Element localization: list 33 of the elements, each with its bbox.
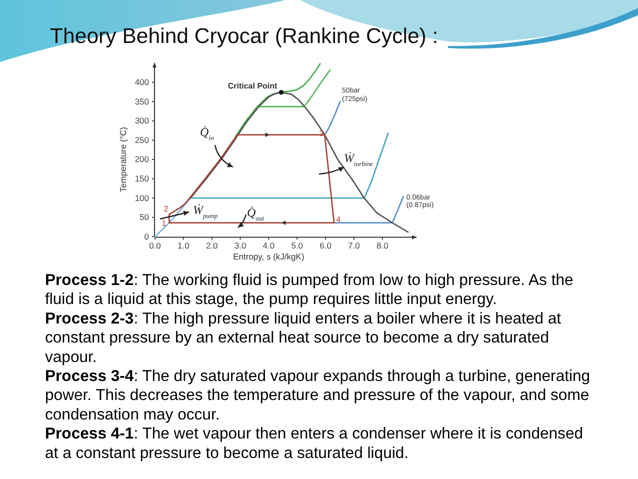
x-tick-label: 4.0	[262, 240, 275, 251]
y-tick-label: 0	[144, 231, 150, 242]
text: Process 3-4: The dry saturated vapour expands through a turbine, generating power. This decreases the temperature and pressure of the vapour, and some condensation may occur.	[45, 368, 590, 424]
x-tick-label: 7.0	[348, 240, 360, 251]
y-tick-label: 300	[134, 116, 150, 126]
x-tick-label: 5.0	[291, 240, 304, 251]
annotation: Ẇ$_{pump}$	[193, 203, 218, 220]
x-tick-label: 8.0	[376, 240, 389, 251]
y-tick-label: 400	[134, 77, 150, 88]
y-tick-label: 350	[134, 96, 150, 106]
x-tick-label: 1.0	[178, 240, 190, 251]
x-tick-label: 6.0	[320, 240, 332, 251]
series-label: Critical Point	[228, 81, 278, 90]
y-tick-label: 50	[140, 212, 150, 222]
y-axis-title: Temperature (°C)	[118, 126, 128, 192]
y-tick-label: 250	[134, 134, 150, 145]
x-tick-label: 2.0	[206, 240, 218, 251]
y-tick-label: 100	[134, 192, 150, 203]
y-tick-label: 150	[134, 174, 150, 184]
y-tick-label: 200	[134, 154, 150, 164]
annotation: 2	[164, 204, 169, 214]
annotation: 1	[162, 218, 167, 228]
annotation: Q̇$_{in}$	[200, 125, 215, 142]
text: Process 2-3: The high pressure liquid enters a boiler where it is heated at constant pressure by an external heat source to become a dry saturated vapour.	[45, 310, 562, 366]
annotation: 4	[336, 214, 342, 224]
annotation: Q̇$_{out}$	[247, 206, 264, 222]
x-axis-title: Entropy, s (kJ/kgK)	[233, 252, 304, 262]
x-tick-label: 3.0	[234, 240, 246, 251]
text: Process 1-2: The working fluid is pumped from low to high pressure. As the fluid is a liquid at this stage, the pump requires little input energy.	[45, 272, 574, 308]
annotation: 3	[319, 128, 324, 138]
annotation: Ẇ$_{turbine}$	[344, 151, 374, 168]
x-tick-label: 0.0	[149, 240, 162, 251]
text: Process 4-1: The wet vapour then enters a condenser where it is condensed at a constant pressure to become a saturated liquid.	[45, 426, 584, 462]
